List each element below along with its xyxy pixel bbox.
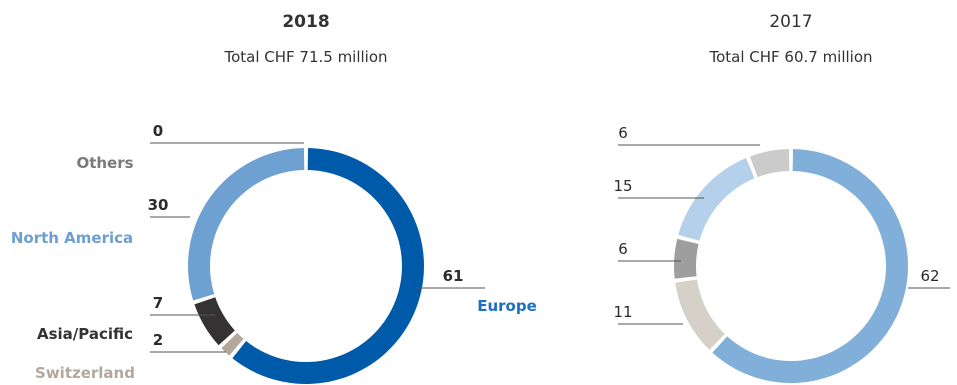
value-label-europe: 62: [920, 267, 939, 285]
value-label-switzerland: 2: [153, 331, 163, 349]
slice-asia-pacific: [674, 238, 699, 279]
donut-chart-2018: 2018 Total CHF 71.5 million 61 Europe 2 Switz…: [11, 12, 537, 384]
slice-asia-pacific: [194, 297, 235, 346]
value-label-asia-pacific: 7: [153, 294, 163, 312]
value-label-switzerland: 11: [613, 303, 632, 321]
value-label-others: 0: [153, 122, 163, 140]
slice-others: [749, 149, 790, 178]
category-label-north-america: North America: [11, 229, 133, 247]
slice-north-america: [188, 148, 305, 301]
value-label-north-america: 15: [613, 177, 632, 195]
chart-title: 2018: [282, 12, 329, 32]
chart-title: 2017: [769, 12, 812, 32]
slice-switzerland: [221, 332, 244, 356]
value-label-europe: 61: [443, 267, 464, 285]
chart-subtitle: Total CHF 71.5 million: [223, 48, 387, 66]
value-label-others: 6: [618, 124, 628, 142]
value-label-asia-pacific: 6: [618, 240, 628, 258]
category-label-europe: Europe: [477, 297, 537, 315]
slice-europe: [712, 149, 908, 383]
donut-chart-2017: 2017 Total CHF 60.7 million 62 11 6 15 6: [613, 12, 950, 383]
value-label-north-america: 30: [148, 196, 169, 214]
slice-europe: [232, 148, 424, 384]
slice-switzerland: [675, 279, 725, 350]
chart-subtitle: Total CHF 60.7 million: [708, 48, 872, 66]
category-label-switzerland: Switzerland: [35, 364, 135, 382]
slice-north-america: [678, 157, 755, 241]
category-label-asia-pacific: Asia/Pacific: [37, 325, 133, 343]
category-label-others: Others: [76, 154, 133, 172]
